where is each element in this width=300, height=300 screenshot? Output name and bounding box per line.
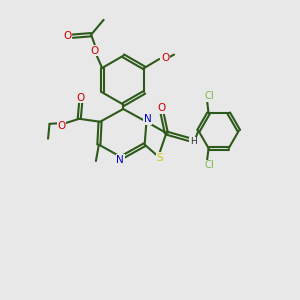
Text: N: N	[144, 114, 152, 124]
Text: Cl: Cl	[204, 160, 214, 170]
Text: Cl: Cl	[204, 91, 214, 101]
Text: H: H	[190, 137, 197, 146]
Text: S: S	[157, 153, 163, 163]
Text: O: O	[90, 46, 98, 56]
Text: O: O	[64, 31, 72, 41]
Text: O: O	[76, 93, 85, 103]
Text: O: O	[57, 121, 66, 130]
Text: O: O	[158, 103, 166, 113]
Text: N: N	[116, 155, 124, 165]
Text: O: O	[161, 53, 169, 64]
